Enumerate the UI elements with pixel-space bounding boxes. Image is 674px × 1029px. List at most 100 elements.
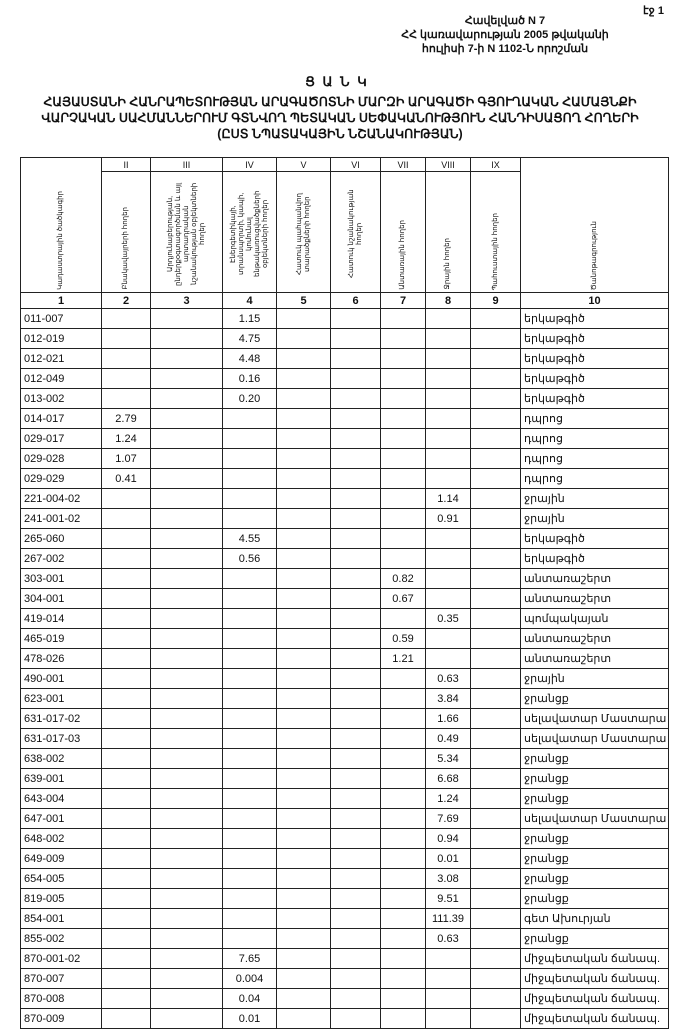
area-value <box>101 728 151 749</box>
area-value <box>380 528 426 549</box>
area-value: 7.65 <box>222 948 277 969</box>
area-value <box>330 708 381 729</box>
area-value: 3.08 <box>425 868 471 889</box>
area-value <box>470 608 521 629</box>
area-value <box>470 368 521 389</box>
table-row: 638-002 5.34 ջրանցք <box>20 748 669 769</box>
area-value <box>380 448 426 469</box>
area-value: 1.14 <box>425 488 471 509</box>
area-value <box>330 308 381 329</box>
area-value <box>276 788 331 809</box>
area-value <box>150 848 223 869</box>
area-value <box>330 928 381 949</box>
area-value <box>276 528 331 549</box>
area-value <box>425 348 471 369</box>
cadastral-code: 623-001 <box>20 688 102 709</box>
area-value <box>101 788 151 809</box>
area-value: 4.48 <box>222 348 277 369</box>
area-value <box>150 388 223 409</box>
area-value <box>330 488 381 509</box>
area-value <box>470 728 521 749</box>
area-value <box>276 688 331 709</box>
cadastral-code: 478-026 <box>20 648 102 669</box>
note: ջրային <box>520 488 669 509</box>
area-value <box>425 528 471 549</box>
area-value <box>276 608 331 629</box>
cadastral-code: 631-017-02 <box>20 708 102 729</box>
area-value <box>150 588 223 609</box>
area-value <box>101 1008 151 1029</box>
cadastral-code: 654-005 <box>20 868 102 889</box>
area-value <box>380 748 426 769</box>
area-value <box>425 468 471 489</box>
area-value <box>150 548 223 569</box>
area-value <box>425 988 471 1009</box>
column-number: 9 <box>470 292 521 309</box>
area-value <box>470 768 521 789</box>
area-value <box>276 628 331 649</box>
area-value <box>330 728 381 749</box>
note: երկաթգիծ <box>520 388 669 409</box>
cadastral-code: 631-017-03 <box>20 728 102 749</box>
area-value <box>101 688 151 709</box>
area-value <box>380 928 426 949</box>
column-number: 5 <box>276 292 331 309</box>
area-value <box>276 488 331 509</box>
cadastral-code: 647-001 <box>20 808 102 829</box>
note: ջրանցք <box>520 788 669 809</box>
area-value <box>222 748 277 769</box>
area-value <box>330 468 381 489</box>
area-value <box>101 528 151 549</box>
note: երկաթգիծ <box>520 308 669 329</box>
area-value <box>425 568 471 589</box>
area-value <box>380 708 426 729</box>
area-value <box>150 488 223 509</box>
note: երկաթգիծ <box>520 368 669 389</box>
column-header-text: Բնակավայրերի հողեր <box>122 207 129 290</box>
area-value <box>330 388 381 409</box>
column-number: 1 <box>20 292 102 309</box>
subtitle-line: ՀԱՅԱՍՏԱՆԻ ՀԱՆՐԱՊԵՏՈՒԹՅԱՆ ԱՐԱԳԱԾՈՏՆԻ ՄԱՐԶ… <box>43 95 637 109</box>
cadastral-code: 870-007 <box>20 968 102 989</box>
note: ջրանցք <box>520 768 669 789</box>
subtitle-line: (ԸՍՏ ՆՊԱՏԱԿԱՅԻՆ ՆՇԱՆԱԿՈՒԹՅԱՆ) <box>217 127 463 141</box>
area-value <box>425 548 471 569</box>
cadastral-code: 221-004-02 <box>20 488 102 509</box>
area-value <box>276 368 331 389</box>
note: միջպետական ճանապ. <box>520 948 669 969</box>
cadastral-code: 241-001-02 <box>20 508 102 529</box>
cadastral-code: 267-002 <box>20 548 102 569</box>
area-value <box>330 688 381 709</box>
roman-numeral: IX <box>470 157 521 172</box>
area-value <box>101 708 151 729</box>
area-value <box>276 748 331 769</box>
area-value <box>276 1008 331 1029</box>
area-value <box>222 468 277 489</box>
area-value <box>276 888 331 909</box>
area-value: 1.24 <box>425 788 471 809</box>
area-value: 0.16 <box>222 368 277 389</box>
area-value: 0.04 <box>222 988 277 1009</box>
area-value <box>150 968 223 989</box>
area-value <box>470 908 521 929</box>
area-value <box>150 628 223 649</box>
table-row: 855-002 0.63 ջրանցք <box>20 928 669 949</box>
table-row: 647-001 7.69 սելավատար Մաստարա <box>20 808 669 829</box>
area-value <box>470 788 521 809</box>
area-value <box>222 428 277 449</box>
area-value <box>276 308 331 329</box>
area-value <box>470 688 521 709</box>
document-subtitle: ՀԱՅԱՍՏԱՆԻ ՀԱՆՐԱՊԵՏՈՒԹՅԱՆ ԱՐԱԳԱԾՈՏՆԻ ՄԱՐԶ… <box>20 94 660 142</box>
area-value <box>150 408 223 429</box>
area-value <box>330 948 381 969</box>
column-header-text: Արդյունաբերության, ընդերքօգտագործման և ա… <box>166 182 206 286</box>
column-header-text: Հատուկ նշանակության հողեր <box>347 189 363 279</box>
area-value <box>330 628 381 649</box>
area-value <box>470 308 521 329</box>
note: դպրոց <box>520 428 669 449</box>
area-value <box>222 408 277 429</box>
area-value <box>330 408 381 429</box>
cadastral-code: 303-001 <box>20 568 102 589</box>
area-value <box>101 968 151 989</box>
area-value: 0.49 <box>425 728 471 749</box>
